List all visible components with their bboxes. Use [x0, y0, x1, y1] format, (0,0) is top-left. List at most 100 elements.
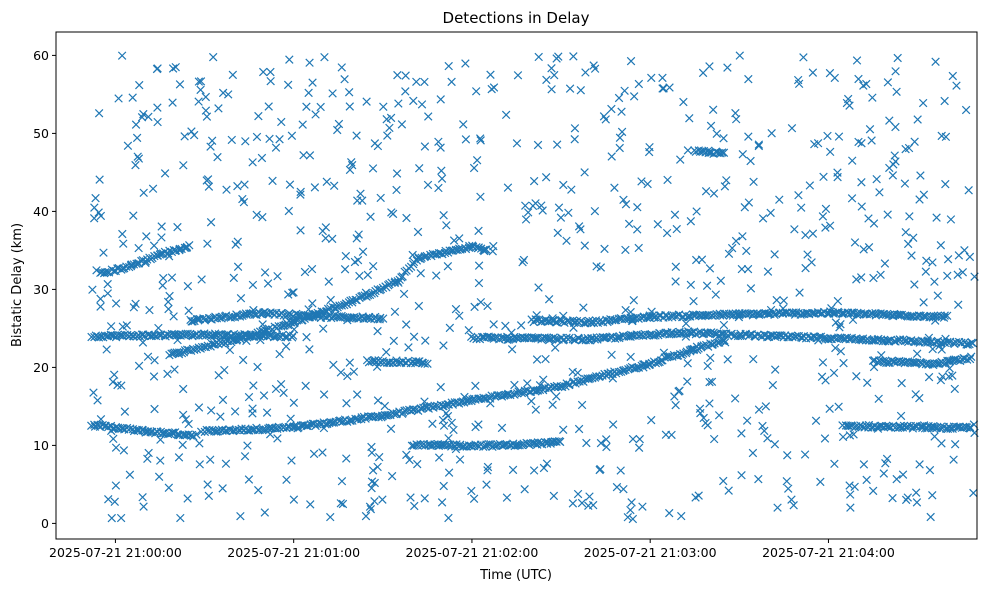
data-point: [610, 183, 619, 192]
data-point: [383, 131, 392, 140]
data-point: [331, 303, 340, 313]
data-point: [434, 137, 443, 147]
data-point: [754, 405, 764, 414]
data-point: [194, 77, 204, 86]
data-point: [901, 144, 910, 154]
data-point: [139, 502, 148, 511]
data-point: [554, 203, 564, 212]
data-point: [507, 345, 517, 354]
data-point: [392, 358, 402, 367]
data-point: [503, 183, 513, 192]
x-tick-label: 2025-07-21 21:04:00: [762, 545, 895, 560]
data-point: [862, 79, 871, 89]
data-point: [513, 71, 523, 80]
y-axis-label: Bistatic Delay (km): [10, 223, 25, 347]
data-point: [474, 278, 484, 288]
data-point: [378, 283, 388, 293]
data-point: [476, 297, 486, 307]
data-point: [567, 185, 576, 194]
data-point: [542, 459, 552, 468]
data-point: [871, 311, 881, 320]
data-point: [647, 73, 656, 83]
data-point: [387, 471, 397, 481]
data-point: [154, 472, 164, 482]
data-point: [534, 283, 543, 292]
data-point: [340, 74, 349, 84]
data-point: [336, 368, 346, 377]
data-point: [694, 491, 703, 500]
data-point: [966, 352, 976, 361]
data-point: [933, 291, 943, 300]
data-point: [134, 243, 143, 253]
data-point: [654, 330, 663, 340]
data-point: [459, 120, 468, 129]
data-point: [489, 241, 498, 251]
data-point: [570, 124, 580, 133]
data-point: [154, 323, 163, 333]
data-point: [188, 317, 197, 326]
data-point: [367, 442, 376, 452]
data-point: [373, 326, 382, 336]
data-point: [834, 402, 843, 412]
data-point: [231, 240, 240, 249]
data-point: [548, 400, 557, 410]
data-point: [187, 127, 196, 136]
data-point: [233, 181, 242, 191]
data-point: [202, 112, 212, 121]
data-point: [825, 147, 835, 157]
data-point: [965, 252, 975, 262]
data-point: [705, 62, 714, 71]
data-point: [132, 259, 141, 269]
data-point: [209, 331, 219, 341]
x-axis-label: Time (UTC): [479, 568, 552, 583]
data-point: [576, 225, 585, 234]
data-point: [849, 430, 858, 439]
data-point: [143, 352, 153, 361]
data-point: [189, 130, 199, 140]
data-point: [796, 203, 806, 212]
data-point: [393, 70, 402, 80]
data-point: [203, 239, 212, 248]
data-point: [850, 482, 859, 492]
data-point: [643, 179, 652, 189]
data-point: [439, 421, 449, 430]
data-point: [196, 427, 206, 436]
data-point: [388, 209, 398, 219]
data-point: [940, 311, 949, 320]
data-point: [616, 367, 626, 377]
data-point: [289, 288, 298, 297]
data-point: [787, 123, 797, 133]
data-point: [568, 367, 577, 377]
data-point: [492, 391, 502, 400]
data-point: [581, 68, 590, 77]
data-point: [632, 225, 642, 234]
data-point: [444, 513, 453, 523]
data-point: [898, 470, 908, 479]
data-point: [156, 456, 165, 465]
data-point: [238, 355, 248, 365]
data-point: [402, 213, 411, 223]
data-point: [686, 280, 696, 290]
data-point: [845, 481, 854, 490]
data-point: [559, 180, 568, 190]
data-point: [795, 288, 804, 297]
data-point: [731, 114, 741, 124]
data-point: [319, 423, 329, 433]
data-point: [549, 491, 559, 501]
data-point: [954, 300, 963, 309]
data-point: [301, 381, 310, 391]
data-point: [574, 424, 584, 434]
data-point: [658, 84, 667, 93]
data-point: [184, 430, 193, 439]
data-point: [864, 214, 873, 223]
data-point: [836, 320, 845, 329]
data-point: [358, 247, 368, 256]
data-point: [129, 211, 138, 220]
data-point: [548, 314, 557, 323]
data-point: [946, 215, 956, 224]
y-tick-label: 0: [41, 516, 49, 531]
data-point: [195, 460, 204, 469]
data-point: [210, 329, 220, 338]
data-point: [820, 434, 830, 443]
data-point: [833, 168, 842, 177]
